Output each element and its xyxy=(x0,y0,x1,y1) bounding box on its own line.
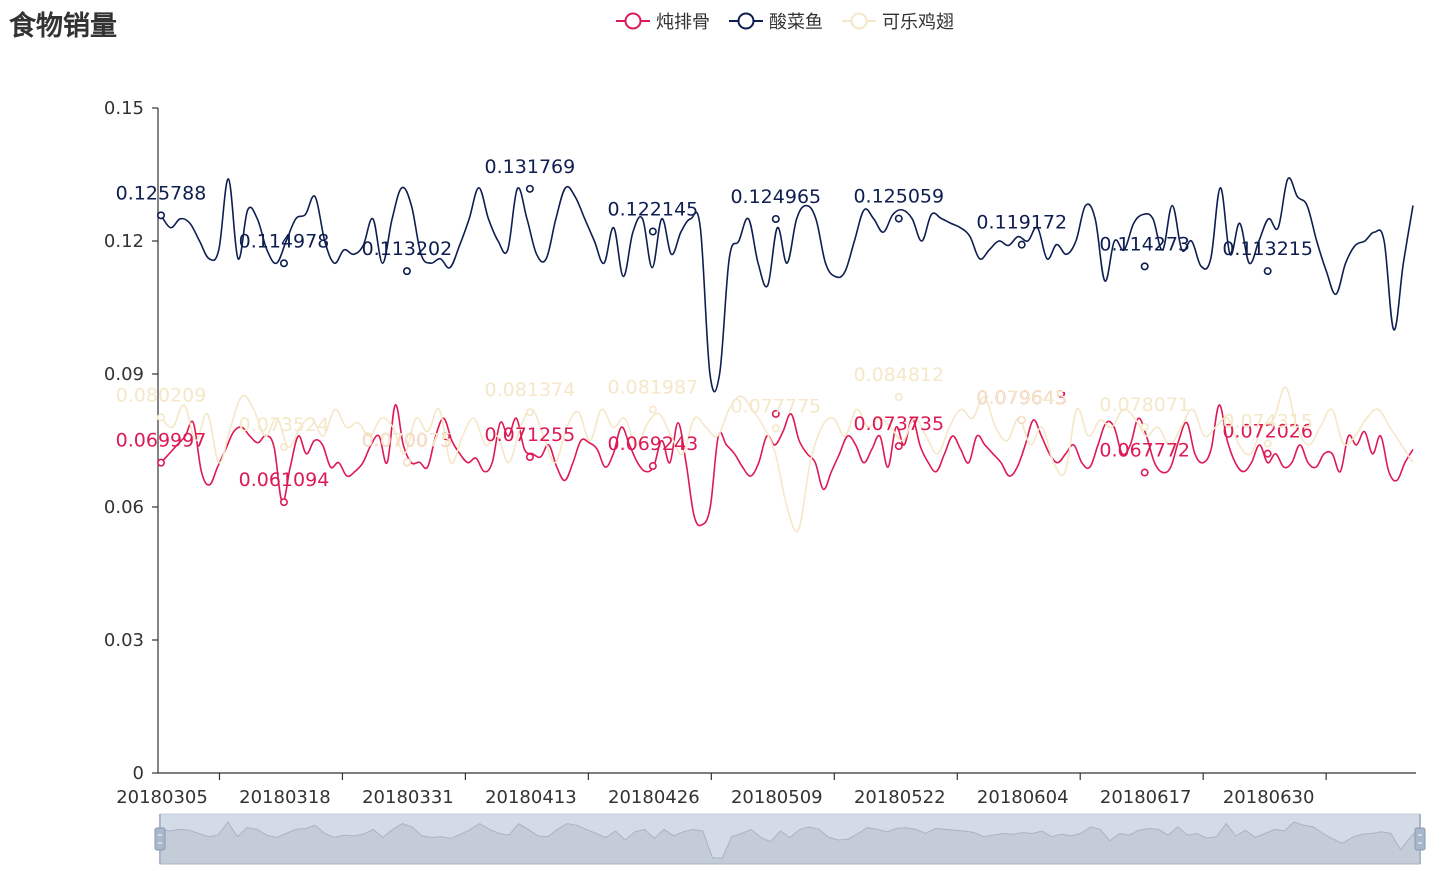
data-point[interactable] xyxy=(157,413,166,422)
data-point[interactable] xyxy=(648,462,657,471)
data-point[interactable] xyxy=(279,443,288,452)
series-line xyxy=(160,386,1414,532)
data-point[interactable] xyxy=(279,498,288,507)
data-label: 0.071255 xyxy=(485,424,576,446)
data-point[interactable] xyxy=(771,214,780,223)
data-label: 0.077775 xyxy=(730,395,821,417)
data-point[interactable] xyxy=(771,409,780,418)
data-point[interactable] xyxy=(279,259,288,268)
legend-item[interactable]: 可乐鸡翅 xyxy=(842,12,954,33)
data-label: 0.081987 xyxy=(608,377,699,399)
series-line xyxy=(160,404,1414,527)
data-point[interactable] xyxy=(1263,439,1272,448)
legend-label: 可乐鸡翅 xyxy=(882,12,954,33)
data-label: 0.073735 xyxy=(853,413,944,435)
x-tick-label: 20180426 xyxy=(608,787,700,808)
data-label: 0.113202 xyxy=(362,238,453,260)
data-point[interactable] xyxy=(1140,422,1149,431)
data-point[interactable] xyxy=(525,408,534,417)
data-label: 0.125059 xyxy=(853,186,944,208)
data-label: 0.080209 xyxy=(116,384,207,406)
y-tick-label: 0.15 xyxy=(104,98,144,119)
data-label: 0.079645 xyxy=(976,387,1067,409)
data-point[interactable] xyxy=(1017,415,1026,424)
data-point[interactable] xyxy=(648,405,657,414)
x-tick-label: 20180331 xyxy=(362,787,454,808)
y-tick-label: 0.12 xyxy=(104,231,144,252)
data-label: 0.073524 xyxy=(239,414,330,436)
data-point[interactable] xyxy=(1140,468,1149,477)
x-tick-label: 20180509 xyxy=(731,787,823,808)
data-label: 0.119172 xyxy=(976,212,1067,234)
plot-area xyxy=(160,177,1414,532)
data-point[interactable] xyxy=(157,211,166,220)
x-tick-label: 20180305 xyxy=(116,787,208,808)
data-label: 0.067772 xyxy=(1099,440,1190,462)
data-label: 0.069243 xyxy=(608,433,699,455)
legend: 炖排骨 酸菜鱼 可乐鸡翅 xyxy=(616,12,954,33)
data-label: 0.074315 xyxy=(1222,411,1313,433)
data-point[interactable] xyxy=(1140,262,1149,271)
data-point[interactable] xyxy=(894,214,903,223)
data-point[interactable] xyxy=(525,453,534,462)
data-label: 0.069997 xyxy=(116,430,207,452)
data-label: 0.078071 xyxy=(1099,394,1190,416)
data-label: 0.122145 xyxy=(608,198,699,220)
data-point[interactable] xyxy=(525,184,534,193)
legend-marker xyxy=(737,12,755,30)
legend-item[interactable]: 酸菜鱼 xyxy=(729,12,823,33)
data-label: 0.124965 xyxy=(730,186,821,208)
data-point[interactable] xyxy=(771,424,780,433)
data-point[interactable] xyxy=(1263,449,1272,458)
data-label: 0.131769 xyxy=(485,156,576,178)
data-label: 0.114978 xyxy=(239,230,330,252)
datazoom-right-handle[interactable] xyxy=(1414,814,1426,864)
y-tick-label: 0.06 xyxy=(104,497,144,518)
x-tick-label: 20180522 xyxy=(854,787,946,808)
y-axis: 0 0.03 0.06 0.09 0.12 0.15 xyxy=(104,98,159,784)
x-tick-label: 20180318 xyxy=(239,787,331,808)
legend-marker xyxy=(850,12,868,30)
data-label: 0.113215 xyxy=(1222,238,1313,260)
data-point[interactable] xyxy=(402,267,411,276)
data-label: 0.070075 xyxy=(362,429,453,451)
x-tick-label: 20180630 xyxy=(1223,787,1315,808)
x-tick-label: 20180617 xyxy=(1100,787,1192,808)
data-label: 0.125788 xyxy=(116,182,207,204)
data-point[interactable] xyxy=(1263,267,1272,276)
series-line xyxy=(160,177,1414,393)
data-point[interactable] xyxy=(402,458,411,467)
legend-marker xyxy=(624,12,642,30)
data-labels: 0.069997 0.061094 0.070073 0.071255 0.069243… xyxy=(116,156,1313,507)
chart-title: 食物销量 xyxy=(9,10,117,42)
data-point[interactable] xyxy=(648,227,657,236)
data-label: 0.114273 xyxy=(1099,233,1190,255)
x-axis: 20180305 20180318 20180331 20180413 20180426… xyxy=(116,772,1416,808)
data-point[interactable] xyxy=(894,393,903,402)
datazoom-left-handle[interactable] xyxy=(154,814,166,864)
legend-item[interactable]: 炖排骨 xyxy=(616,12,710,33)
y-tick-label: 0 xyxy=(133,763,144,784)
x-tick-label: 20180413 xyxy=(485,787,577,808)
data-label: 0.070073 xyxy=(362,429,453,451)
y-tick-label: 0.09 xyxy=(104,364,144,385)
x-tick-label: 20180604 xyxy=(977,787,1069,808)
data-point[interactable] xyxy=(1017,240,1026,249)
data-label: 0.081374 xyxy=(485,379,576,401)
data-label: 0.084812 xyxy=(853,364,944,386)
legend-label: 炖排骨 xyxy=(656,12,710,33)
legend-label: 酸菜鱼 xyxy=(769,12,823,33)
data-label: 0.072026 xyxy=(1222,421,1313,443)
datazoom-preview xyxy=(159,821,1421,865)
data-point[interactable] xyxy=(157,458,166,467)
data-label: 0.061094 xyxy=(239,469,330,491)
datazoom-slider[interactable] xyxy=(154,813,1426,865)
data-point[interactable] xyxy=(894,442,903,451)
y-tick-label: 0.03 xyxy=(104,630,144,651)
data-label: 0.079643 xyxy=(976,387,1067,409)
